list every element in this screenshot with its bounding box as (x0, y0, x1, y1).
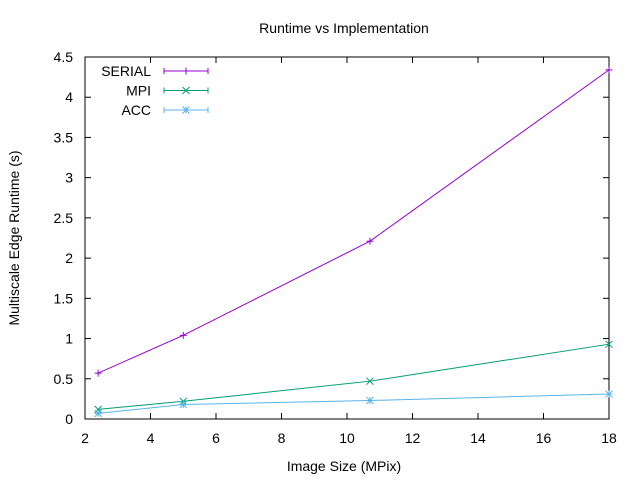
data-point (179, 400, 188, 409)
data-point (605, 66, 613, 74)
x-tick-label: 18 (601, 430, 617, 446)
y-tick-label: 4 (65, 89, 73, 105)
x-axis: 2 4 6 8 10 12 14 16 18 (81, 57, 617, 446)
legend-marker (182, 86, 190, 95)
data-point (366, 377, 374, 386)
y-tick-label: 1.5 (54, 290, 74, 306)
x-axis-label: Image Size (MPix) (287, 458, 401, 474)
series-serial (94, 66, 613, 377)
series-line (98, 343, 610, 410)
data-point (605, 340, 613, 349)
series-layer (94, 66, 613, 418)
data-point (366, 377, 374, 386)
data-point (605, 390, 613, 398)
y-tick-label: 1 (65, 331, 73, 347)
y-tick-label: 3 (65, 170, 73, 186)
x-tick-label: 12 (405, 430, 421, 446)
chart-title: Runtime vs Implementation (259, 20, 429, 36)
data-point (179, 331, 187, 339)
data-point (366, 396, 374, 405)
x-tick-label: 14 (470, 430, 486, 446)
x-tick-label: 8 (278, 430, 286, 446)
y-tick-label: 2.5 (54, 210, 74, 226)
legend-marker (182, 106, 190, 114)
legend-item: ACC (121, 102, 209, 118)
data-point (366, 396, 374, 405)
legend-marker (182, 86, 190, 95)
series-acc (94, 390, 613, 418)
y-tick-label: 4.5 (54, 49, 74, 65)
x-tick-label: 4 (147, 430, 155, 446)
x-tick-label: 16 (536, 430, 552, 446)
data-point (179, 400, 188, 409)
series-line (98, 393, 610, 414)
y-axis-label: Multiscale Edge Runtime (s) (6, 150, 22, 325)
data-point (605, 390, 613, 398)
legend-label: MPI (126, 83, 151, 99)
data-point (94, 409, 102, 418)
x-tick-label: 2 (81, 430, 89, 446)
data-point (94, 409, 102, 418)
y-axis: 0 0.5 1 1.5 2 2.5 3 3.5 4 4.5 (54, 49, 609, 427)
data-point (366, 237, 374, 245)
legend-marker (182, 67, 190, 75)
x-tick-label: 6 (212, 430, 220, 446)
legend-item: SERIAL (101, 63, 209, 79)
legend-item: MPI (126, 83, 209, 99)
legend: SERIAL MPI ACC (101, 63, 209, 118)
y-tick-label: 3.5 (54, 129, 74, 145)
legend-label: ACC (121, 102, 151, 118)
x-tick-label: 10 (339, 430, 355, 446)
data-point (605, 340, 613, 349)
data-point (94, 369, 102, 377)
y-tick-label: 2 (65, 250, 73, 266)
legend-label: SERIAL (101, 63, 151, 79)
series-line (97, 69, 610, 374)
legend-marker (182, 106, 190, 114)
series-mpi (94, 340, 613, 414)
y-tick-label: 0 (65, 411, 73, 427)
y-tick-label: 0.5 (54, 371, 74, 387)
